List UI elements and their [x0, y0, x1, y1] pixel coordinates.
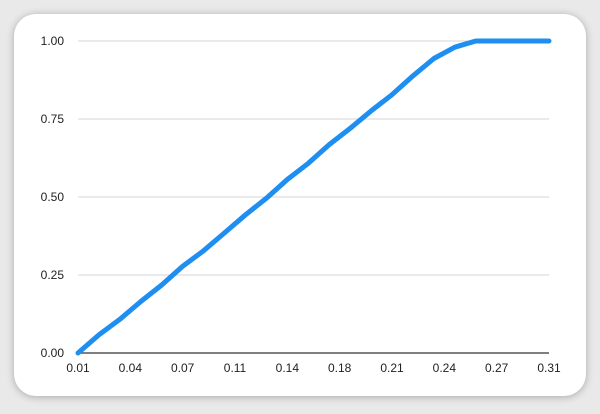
y-tick-label: 1.00 [41, 34, 65, 48]
gridlines [78, 40, 549, 354]
chart-card [14, 14, 586, 396]
series-group [75, 38, 552, 356]
y-axis-tick-labels: 0.00 0.25 0.50 0.75 1.00 [41, 34, 65, 360]
x-tick-label: 0.01 [66, 361, 90, 375]
x-tick-label: 0.27 [485, 361, 509, 375]
x-tick-label: 0.11 [224, 361, 247, 375]
y-tick-label: 0.50 [41, 190, 65, 204]
x-axis-tick-labels: 0.01 0.04 0.07 0.11 0.14 0.18 0.21 0.24 0.27 0.31 [66, 361, 561, 375]
y-tick-label: 0.00 [41, 346, 65, 360]
y-tick-label: 0.25 [41, 268, 65, 282]
x-tick-label: 0.24 [433, 361, 457, 375]
series-line-0 [75, 38, 552, 356]
x-tick-label: 0.04 [119, 361, 143, 375]
x-tick-label: 0.31 [537, 361, 561, 375]
x-tick-label: 0.14 [276, 361, 300, 375]
y-tick-label: 0.75 [41, 112, 65, 126]
x-tick-label: 0.18 [328, 361, 352, 375]
x-tick-label: 0.07 [171, 361, 195, 375]
x-tick-label: 0.21 [380, 361, 404, 375]
